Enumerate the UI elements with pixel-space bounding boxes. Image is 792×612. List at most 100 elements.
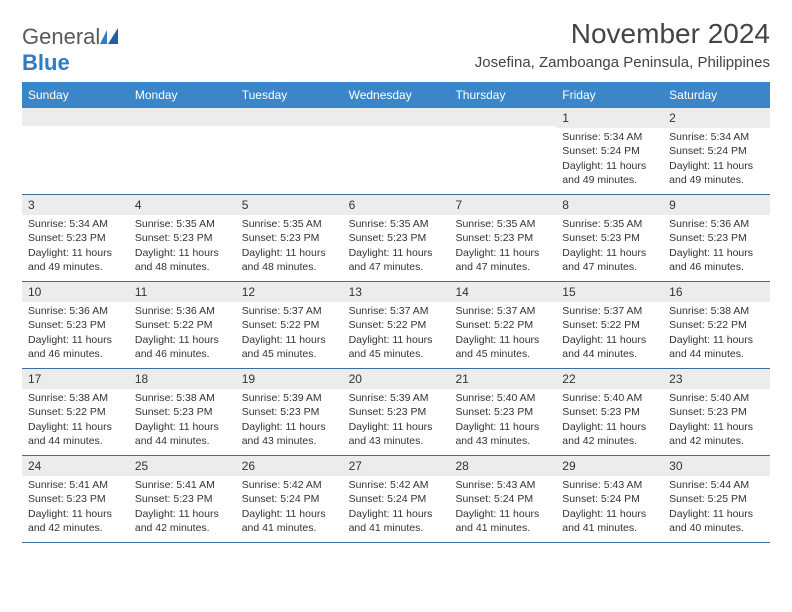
day-info-line: Sunrise: 5:37 AM — [349, 304, 444, 318]
day-body: Sunrise: 5:35 AMSunset: 5:23 PMDaylight:… — [556, 215, 663, 278]
day-cell — [129, 108, 236, 194]
day-cell: 12Sunrise: 5:37 AMSunset: 5:22 PMDayligh… — [236, 282, 343, 368]
day-body — [236, 126, 343, 132]
week-row: 3Sunrise: 5:34 AMSunset: 5:23 PMDaylight… — [22, 195, 770, 282]
day-cell: 19Sunrise: 5:39 AMSunset: 5:23 PMDayligh… — [236, 369, 343, 455]
day-body: Sunrise: 5:36 AMSunset: 5:22 PMDaylight:… — [129, 302, 236, 365]
day-cell: 10Sunrise: 5:36 AMSunset: 5:23 PMDayligh… — [22, 282, 129, 368]
day-body: Sunrise: 5:43 AMSunset: 5:24 PMDaylight:… — [556, 476, 663, 539]
day-number: 9 — [663, 195, 770, 215]
day-info-line: Sunrise: 5:39 AM — [349, 391, 444, 405]
day-body: Sunrise: 5:34 AMSunset: 5:24 PMDaylight:… — [663, 128, 770, 191]
day-cell: 27Sunrise: 5:42 AMSunset: 5:24 PMDayligh… — [343, 456, 450, 542]
day-number: 29 — [556, 456, 663, 476]
day-body: Sunrise: 5:38 AMSunset: 5:22 PMDaylight:… — [663, 302, 770, 365]
day-info-line: Sunrise: 5:40 AM — [562, 391, 657, 405]
day-number — [343, 108, 450, 126]
day-number — [236, 108, 343, 126]
day-info-line: Daylight: 11 hours and 41 minutes. — [242, 507, 337, 535]
day-info-line: Sunrise: 5:34 AM — [562, 130, 657, 144]
day-body: Sunrise: 5:36 AMSunset: 5:23 PMDaylight:… — [22, 302, 129, 365]
logo-text: General Blue — [22, 24, 122, 76]
day-header-cell: Tuesday — [236, 82, 343, 108]
day-info-line: Sunrise: 5:35 AM — [349, 217, 444, 231]
day-cell: 20Sunrise: 5:39 AMSunset: 5:23 PMDayligh… — [343, 369, 450, 455]
day-number: 17 — [22, 369, 129, 389]
day-info-line: Daylight: 11 hours and 46 minutes. — [669, 246, 764, 274]
day-header-cell: Wednesday — [343, 82, 450, 108]
day-info-line: Sunset: 5:24 PM — [669, 144, 764, 158]
day-body: Sunrise: 5:35 AMSunset: 5:23 PMDaylight:… — [129, 215, 236, 278]
day-info-line: Sunrise: 5:35 AM — [562, 217, 657, 231]
day-info-line: Sunset: 5:24 PM — [455, 492, 550, 506]
day-body: Sunrise: 5:39 AMSunset: 5:23 PMDaylight:… — [343, 389, 450, 452]
day-cell: 29Sunrise: 5:43 AMSunset: 5:24 PMDayligh… — [556, 456, 663, 542]
day-cell: 30Sunrise: 5:44 AMSunset: 5:25 PMDayligh… — [663, 456, 770, 542]
logo-flag-icon — [100, 24, 122, 50]
day-cell: 9Sunrise: 5:36 AMSunset: 5:23 PMDaylight… — [663, 195, 770, 281]
day-cell — [236, 108, 343, 194]
day-info-line: Sunset: 5:23 PM — [242, 405, 337, 419]
location: Josefina, Zamboanga Peninsula, Philippin… — [475, 54, 770, 71]
day-number: 30 — [663, 456, 770, 476]
day-cell: 28Sunrise: 5:43 AMSunset: 5:24 PMDayligh… — [449, 456, 556, 542]
day-info-line: Sunset: 5:22 PM — [135, 318, 230, 332]
day-info-line: Sunset: 5:23 PM — [455, 231, 550, 245]
day-info-line: Daylight: 11 hours and 45 minutes. — [349, 333, 444, 361]
day-info-line: Sunset: 5:23 PM — [135, 492, 230, 506]
day-info-line: Sunrise: 5:34 AM — [669, 130, 764, 144]
day-info-line: Daylight: 11 hours and 43 minutes. — [242, 420, 337, 448]
day-cell: 22Sunrise: 5:40 AMSunset: 5:23 PMDayligh… — [556, 369, 663, 455]
day-body: Sunrise: 5:34 AMSunset: 5:23 PMDaylight:… — [22, 215, 129, 278]
day-number: 14 — [449, 282, 556, 302]
day-info-line: Sunset: 5:23 PM — [562, 231, 657, 245]
day-info-line: Daylight: 11 hours and 46 minutes. — [28, 333, 123, 361]
day-body: Sunrise: 5:35 AMSunset: 5:23 PMDaylight:… — [449, 215, 556, 278]
day-body: Sunrise: 5:37 AMSunset: 5:22 PMDaylight:… — [236, 302, 343, 365]
day-info-line: Daylight: 11 hours and 48 minutes. — [135, 246, 230, 274]
day-cell: 15Sunrise: 5:37 AMSunset: 5:22 PMDayligh… — [556, 282, 663, 368]
day-info-line: Sunset: 5:24 PM — [242, 492, 337, 506]
day-info-line: Sunset: 5:23 PM — [669, 231, 764, 245]
day-info-line: Sunset: 5:22 PM — [242, 318, 337, 332]
day-info-line: Sunrise: 5:40 AM — [455, 391, 550, 405]
day-info-line: Sunrise: 5:37 AM — [562, 304, 657, 318]
day-number: 18 — [129, 369, 236, 389]
day-info-line: Daylight: 11 hours and 47 minutes. — [562, 246, 657, 274]
day-info-line: Sunrise: 5:38 AM — [669, 304, 764, 318]
day-number: 5 — [236, 195, 343, 215]
day-info-line: Sunset: 5:24 PM — [562, 492, 657, 506]
day-number: 7 — [449, 195, 556, 215]
day-header-cell: Saturday — [663, 82, 770, 108]
day-info-line: Sunset: 5:23 PM — [135, 231, 230, 245]
day-info-line: Daylight: 11 hours and 40 minutes. — [669, 507, 764, 535]
day-number: 13 — [343, 282, 450, 302]
logo-word1: General — [22, 24, 100, 49]
day-number: 1 — [556, 108, 663, 128]
day-info-line: Sunrise: 5:41 AM — [135, 478, 230, 492]
day-number: 8 — [556, 195, 663, 215]
day-info-line: Sunset: 5:23 PM — [349, 405, 444, 419]
day-info-line: Sunrise: 5:35 AM — [242, 217, 337, 231]
day-info-line: Sunrise: 5:36 AM — [135, 304, 230, 318]
day-info-line: Daylight: 11 hours and 43 minutes. — [455, 420, 550, 448]
day-header-cell: Monday — [129, 82, 236, 108]
day-number — [449, 108, 556, 126]
day-number: 16 — [663, 282, 770, 302]
day-body — [449, 126, 556, 132]
day-info-line: Daylight: 11 hours and 47 minutes. — [349, 246, 444, 274]
day-body: Sunrise: 5:36 AMSunset: 5:23 PMDaylight:… — [663, 215, 770, 278]
week-row: 24Sunrise: 5:41 AMSunset: 5:23 PMDayligh… — [22, 456, 770, 543]
day-cell: 8Sunrise: 5:35 AMSunset: 5:23 PMDaylight… — [556, 195, 663, 281]
day-number: 26 — [236, 456, 343, 476]
day-info-line: Sunset: 5:22 PM — [669, 318, 764, 332]
day-number: 6 — [343, 195, 450, 215]
day-number: 4 — [129, 195, 236, 215]
day-info-line: Sunrise: 5:41 AM — [28, 478, 123, 492]
day-info-line: Sunrise: 5:43 AM — [455, 478, 550, 492]
day-cell: 4Sunrise: 5:35 AMSunset: 5:23 PMDaylight… — [129, 195, 236, 281]
day-info-line: Daylight: 11 hours and 46 minutes. — [135, 333, 230, 361]
day-number — [129, 108, 236, 126]
month-title: November 2024 — [475, 18, 770, 50]
day-info-line: Daylight: 11 hours and 42 minutes. — [669, 420, 764, 448]
